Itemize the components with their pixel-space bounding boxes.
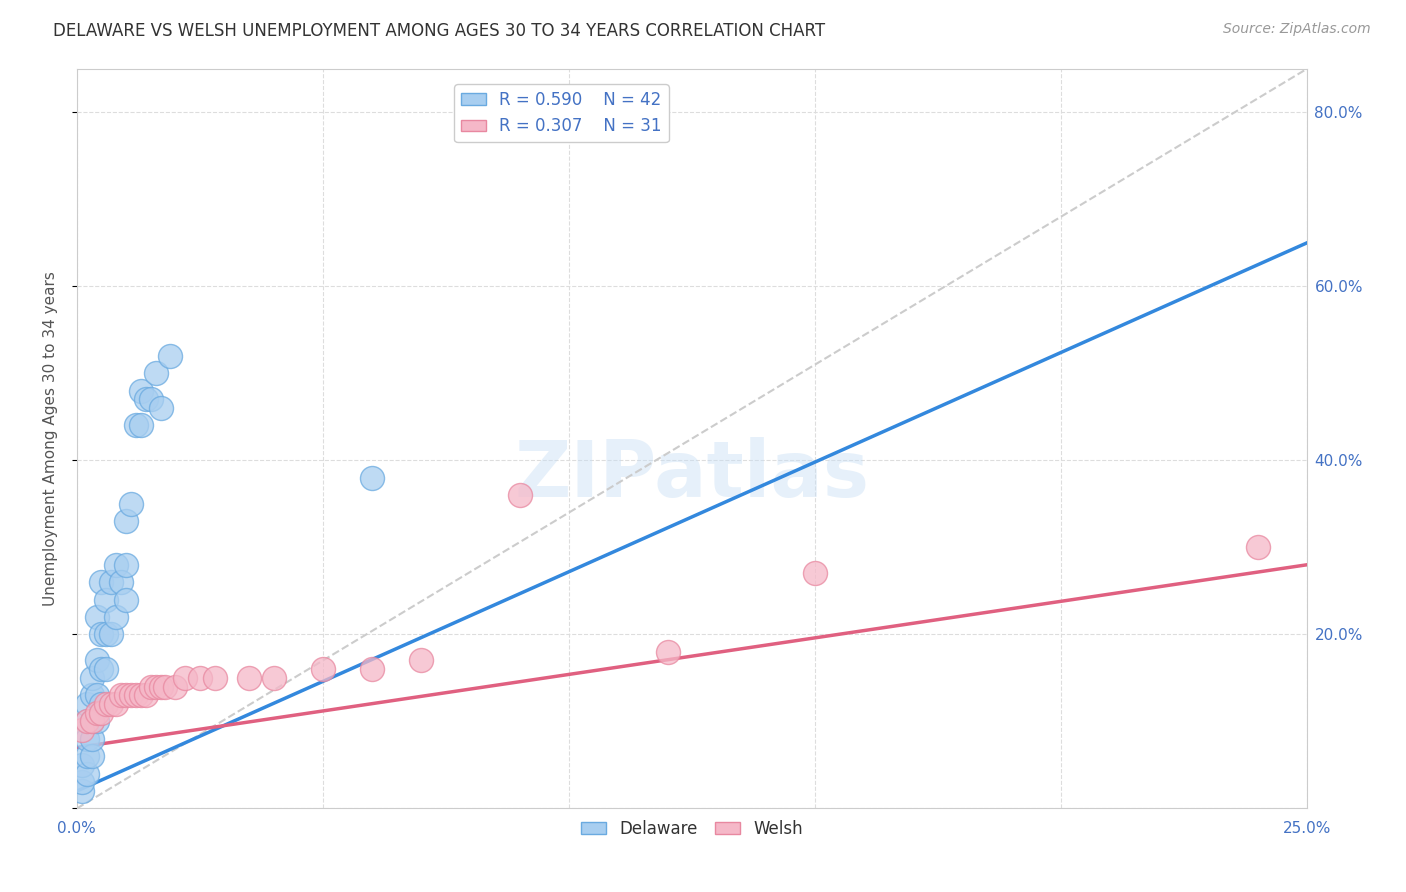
Point xyxy=(80,731,103,746)
Point xyxy=(145,366,167,380)
Text: ZIPatlas: ZIPatlas xyxy=(515,437,870,514)
Point xyxy=(86,714,108,729)
Point xyxy=(155,680,177,694)
Point xyxy=(120,497,142,511)
Point xyxy=(90,706,112,720)
Point xyxy=(100,697,122,711)
Point xyxy=(1247,541,1270,555)
Point xyxy=(129,688,152,702)
Point xyxy=(115,514,138,528)
Point xyxy=(149,401,172,415)
Point xyxy=(80,749,103,764)
Point xyxy=(159,349,181,363)
Point xyxy=(174,671,197,685)
Point xyxy=(105,697,128,711)
Point xyxy=(188,671,211,685)
Point xyxy=(139,680,162,694)
Point xyxy=(76,731,98,746)
Point xyxy=(70,723,93,737)
Point xyxy=(80,688,103,702)
Point xyxy=(76,766,98,780)
Point xyxy=(129,384,152,398)
Point xyxy=(657,645,679,659)
Text: Source: ZipAtlas.com: Source: ZipAtlas.com xyxy=(1223,22,1371,37)
Point xyxy=(96,662,118,676)
Point xyxy=(90,575,112,590)
Point xyxy=(96,592,118,607)
Point xyxy=(129,418,152,433)
Text: DELAWARE VS WELSH UNEMPLOYMENT AMONG AGES 30 TO 34 YEARS CORRELATION CHART: DELAWARE VS WELSH UNEMPLOYMENT AMONG AGE… xyxy=(53,22,825,40)
Point xyxy=(76,714,98,729)
Point xyxy=(125,418,148,433)
Point xyxy=(70,775,93,789)
Point xyxy=(86,610,108,624)
Point xyxy=(90,627,112,641)
Point xyxy=(120,688,142,702)
Point xyxy=(80,671,103,685)
Point xyxy=(263,671,285,685)
Point xyxy=(149,680,172,694)
Legend: Delaware, Welsh: Delaware, Welsh xyxy=(575,814,810,845)
Point xyxy=(86,688,108,702)
Point xyxy=(361,470,384,484)
Point xyxy=(115,688,138,702)
Point xyxy=(361,662,384,676)
Point xyxy=(110,688,132,702)
Point xyxy=(80,714,103,729)
Point xyxy=(96,627,118,641)
Point xyxy=(76,749,98,764)
Point xyxy=(238,671,260,685)
Point xyxy=(139,392,162,407)
Point xyxy=(165,680,187,694)
Point xyxy=(100,627,122,641)
Point xyxy=(90,662,112,676)
Point xyxy=(115,592,138,607)
Point xyxy=(804,566,827,581)
Point xyxy=(411,653,433,667)
Point xyxy=(135,392,157,407)
Point xyxy=(86,706,108,720)
Point xyxy=(135,688,157,702)
Point xyxy=(204,671,226,685)
Point xyxy=(105,610,128,624)
Point xyxy=(145,680,167,694)
Point xyxy=(509,488,531,502)
Point xyxy=(100,575,122,590)
Y-axis label: Unemployment Among Ages 30 to 34 years: Unemployment Among Ages 30 to 34 years xyxy=(44,271,58,606)
Point xyxy=(105,558,128,572)
Point xyxy=(76,714,98,729)
Point xyxy=(90,697,112,711)
Point xyxy=(80,714,103,729)
Point xyxy=(76,697,98,711)
Point xyxy=(125,688,148,702)
Point xyxy=(86,653,108,667)
Point xyxy=(115,558,138,572)
Point xyxy=(70,784,93,798)
Point xyxy=(96,697,118,711)
Point xyxy=(110,575,132,590)
Point xyxy=(70,758,93,772)
Point xyxy=(312,662,335,676)
